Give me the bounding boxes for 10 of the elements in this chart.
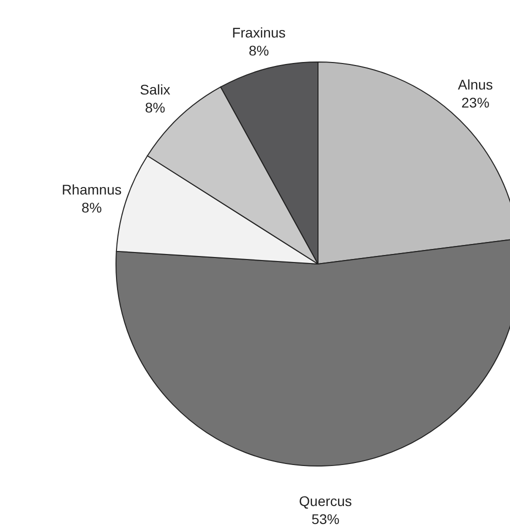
- data-label: 8%: [248, 42, 269, 58]
- slice-label: Alnus: [458, 76, 493, 92]
- data-label: 8%: [144, 100, 166, 116]
- slice-label: Fraxinus: [232, 24, 286, 40]
- slice-label: Rhamnus: [62, 181, 122, 198]
- slice-label: Salix: [140, 82, 170, 98]
- data-label: 23%: [461, 94, 490, 110]
- data-label: 8%: [82, 199, 102, 216]
- data-label: 53%: [311, 510, 340, 526]
- slice-label: Quercus: [299, 492, 352, 509]
